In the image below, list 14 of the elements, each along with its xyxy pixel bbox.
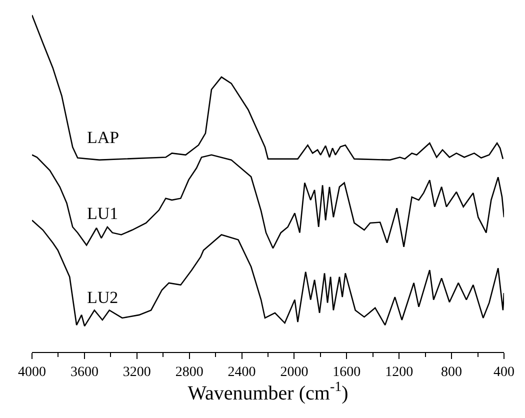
series-label: LAP	[87, 128, 120, 147]
x-tick-label: 3600	[70, 364, 98, 380]
x-tick-label: 2000	[280, 364, 308, 380]
x-tick-label: 1600	[332, 364, 361, 380]
x-tick-label: 3200	[122, 364, 151, 380]
x-tick-label: 800	[441, 364, 462, 380]
x-tick-label: 4000	[18, 364, 46, 380]
x-axis-title: Wavenumber (cm$^{-1}$)	[188, 380, 348, 404]
x-tick-label: 400	[494, 364, 514, 380]
x-tick-label: 1200	[385, 364, 414, 380]
series-label: LU1	[87, 204, 118, 223]
series-label: LU2	[87, 288, 118, 307]
x-tick-label: 2400	[228, 364, 256, 380]
x-tick-label: 2800	[175, 364, 204, 380]
